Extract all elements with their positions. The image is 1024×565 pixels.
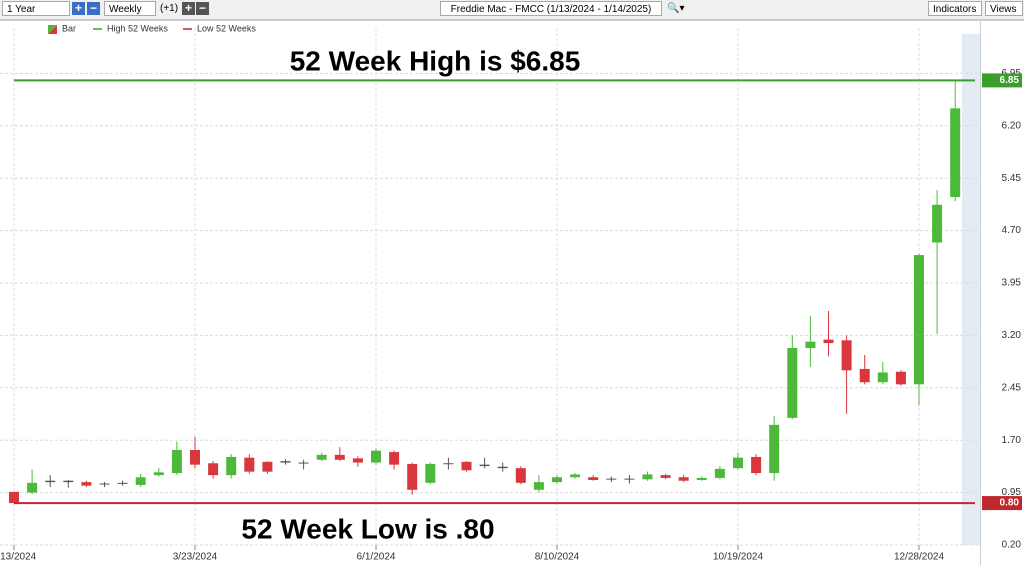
legend-label: Low 52 Weeks xyxy=(197,23,256,33)
candle-body xyxy=(479,464,490,467)
candle-body xyxy=(117,482,128,484)
y-tick-label: 1.70 xyxy=(1002,435,1022,446)
candle-body xyxy=(877,372,888,383)
y-tick-label: 0.95 xyxy=(1002,487,1022,498)
y-tick-label: 0.20 xyxy=(1002,540,1022,551)
zoom-in[interactable]: + xyxy=(72,2,85,15)
candle-body xyxy=(298,462,309,464)
toolbar: 1 Year + − Weekly (+1) + − Freddie Mac -… xyxy=(0,0,1024,20)
candle-body xyxy=(497,466,508,469)
views-button[interactable]: Views xyxy=(985,1,1023,16)
candle-body xyxy=(27,482,38,493)
candle-body xyxy=(352,458,363,463)
candle-body xyxy=(425,463,436,483)
candle-body xyxy=(823,339,834,344)
candle-body xyxy=(606,478,617,480)
candle-body xyxy=(280,461,291,463)
x-tick-label: 10/19/2024 xyxy=(713,552,763,563)
legend-swatch xyxy=(48,25,57,34)
candle-body xyxy=(443,463,454,465)
x-tick-label: 1/13/2024 xyxy=(0,552,37,563)
candle-body xyxy=(769,424,780,474)
candle-body xyxy=(696,477,707,481)
candle-body xyxy=(751,456,762,474)
candle-body xyxy=(316,454,327,460)
candle-body xyxy=(244,457,255,472)
value-badge-label: 6.85 xyxy=(1000,75,1020,86)
candle-body xyxy=(171,449,182,474)
x-tick-label: 8/10/2024 xyxy=(535,552,580,563)
candle-body xyxy=(642,474,653,480)
annotation: 52 Week Low is .80 xyxy=(241,513,494,544)
candle-body xyxy=(407,463,418,490)
search-icon[interactable]: 🔍▾ xyxy=(667,3,685,14)
candle-body xyxy=(81,482,92,486)
legend-label: High 52 Weeks xyxy=(107,23,168,33)
candle-body xyxy=(190,449,200,465)
candle-body xyxy=(208,463,219,476)
candle-body xyxy=(153,472,164,476)
candle-body xyxy=(99,483,110,485)
value-badge xyxy=(982,73,1022,88)
current-period-shade xyxy=(962,34,980,545)
candle-body xyxy=(226,456,237,476)
candle-body xyxy=(262,461,273,472)
annotation: 52 Week High is $6.85 xyxy=(290,45,581,76)
candle-body xyxy=(932,204,943,243)
candle-body xyxy=(895,371,906,385)
y-tick-label: 5.45 xyxy=(1002,173,1022,184)
candle-body xyxy=(588,477,599,481)
symbol-box[interactable]: Freddie Mac - FMCC (1/13/2024 - 1/14/202… xyxy=(440,1,662,16)
offset-minus[interactable]: − xyxy=(196,2,209,15)
value-badge-label: 0.80 xyxy=(1000,498,1020,509)
candle-body xyxy=(515,468,526,483)
candle-body xyxy=(859,368,870,383)
candle-body xyxy=(678,477,689,481)
indicators-button[interactable]: Indicators xyxy=(928,1,982,16)
value-badge xyxy=(982,496,1022,511)
candle-body xyxy=(841,340,852,371)
y-tick-label: 2.45 xyxy=(1002,382,1022,393)
range-select[interactable]: 1 Year xyxy=(2,1,70,16)
candle-body xyxy=(624,478,635,480)
candle-body xyxy=(9,491,19,504)
candle-body xyxy=(371,450,381,463)
interval-select[interactable]: Weekly xyxy=(104,1,156,16)
y-tick-label: 6.20 xyxy=(1002,120,1022,131)
candle-body xyxy=(45,480,56,483)
y-tick-label: 4.70 xyxy=(1002,225,1022,236)
candle-body xyxy=(914,255,924,385)
y-tick-label: 3.95 xyxy=(1002,278,1022,289)
y-tick-label: 3.20 xyxy=(1002,330,1022,341)
x-tick-label: 12/28/2024 xyxy=(894,552,944,563)
candle-body xyxy=(63,480,74,483)
x-tick-label: 6/1/2024 xyxy=(357,552,396,563)
x-tick-label: 3/23/2024 xyxy=(173,552,218,563)
offset: (+1) xyxy=(160,3,179,14)
candle-body xyxy=(135,477,146,485)
candle-body xyxy=(552,477,562,483)
candle-body xyxy=(950,108,961,198)
candle-body xyxy=(461,461,472,471)
legend-label: Bar xyxy=(62,23,76,33)
candle-body xyxy=(714,468,725,478)
chart: 0.200.951.702.453.203.954.705.456.206.95… xyxy=(0,20,1024,565)
candle-body xyxy=(334,454,345,460)
candle-body xyxy=(533,482,544,490)
offset-plus[interactable]: + xyxy=(182,2,195,15)
candle-body xyxy=(733,457,743,469)
candle-body xyxy=(570,474,581,478)
candle-body xyxy=(805,341,816,348)
candle-body xyxy=(660,475,671,478)
candle-body xyxy=(389,452,400,465)
zoom-out[interactable]: − xyxy=(87,2,100,15)
candle-body xyxy=(787,347,798,418)
